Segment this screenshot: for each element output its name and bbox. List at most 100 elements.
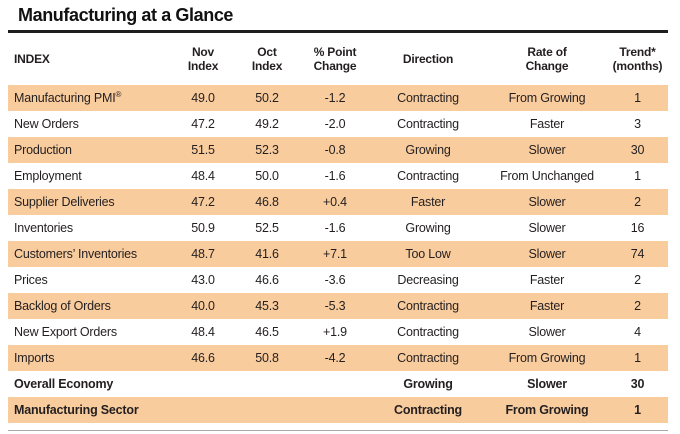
manufacturing-table: INDEX Nov Index Oct Index % Point Change Dir… bbox=[8, 33, 668, 423]
cell-oct: 46.8 bbox=[255, 194, 279, 209]
cell-direction: Contracting bbox=[397, 116, 459, 131]
cell-trend: 16 bbox=[630, 220, 645, 235]
cell-nov: 46.6 bbox=[191, 350, 215, 365]
cell-index: Inventories bbox=[14, 220, 73, 235]
column-header-oct: Oct Index bbox=[251, 44, 283, 73]
cell-nov: 47.2 bbox=[191, 194, 215, 209]
cell-oct: 46.5 bbox=[255, 324, 279, 339]
cell-oct: 45.3 bbox=[255, 298, 279, 313]
column-header-trend: Trend* (months) bbox=[612, 44, 663, 73]
cell-change: -2.0 bbox=[324, 116, 346, 131]
cell-rate: Slower bbox=[528, 194, 566, 209]
cell-index: Employment bbox=[14, 168, 82, 183]
table-row: Manufacturing Sector Contracting From Grow… bbox=[8, 397, 668, 423]
cell-rate: From Unchanged bbox=[500, 168, 594, 183]
column-header-index: INDEX bbox=[14, 51, 50, 66]
cell-nov: 47.2 bbox=[191, 116, 215, 131]
cell-rate: Slower bbox=[528, 142, 566, 157]
cell-nov: 50.9 bbox=[191, 220, 215, 235]
cell-trend: 74 bbox=[630, 246, 645, 261]
cell-index: New Orders bbox=[14, 116, 79, 131]
table-row: Employment 48.4 50.0 -1.6 Contracting From Un… bbox=[8, 163, 668, 189]
cell-rate: Faster bbox=[529, 116, 565, 131]
cell-trend: 1 bbox=[634, 90, 641, 105]
registered-trademark-symbol: ® bbox=[115, 89, 122, 99]
table-row: Backlog of Orders 40.0 45.3 -5.3 Contracting… bbox=[8, 293, 668, 319]
cell-direction: Decreasing bbox=[397, 272, 459, 287]
cell-index: New Export Orders bbox=[14, 324, 117, 339]
cell-direction: Too Low bbox=[405, 246, 451, 261]
cell-rate: Slower bbox=[528, 246, 566, 261]
cell-nov: 48.4 bbox=[191, 324, 215, 339]
cell-oct: 52.3 bbox=[255, 142, 279, 157]
cell-direction: Contracting bbox=[397, 90, 459, 105]
cell-oct: 52.5 bbox=[255, 220, 279, 235]
table-row: Supplier Deliveries 47.2 46.8 +0.4 Faster Slo… bbox=[8, 189, 668, 215]
cell-nov: 48.7 bbox=[191, 246, 215, 261]
title-rule bbox=[8, 30, 668, 33]
cell-nov: 48.4 bbox=[191, 168, 215, 183]
table-body: Manufacturing PMI® 49.0 50.2 -1.2 Contractin… bbox=[8, 85, 668, 423]
cell-nov: 49.0 bbox=[191, 90, 215, 105]
cell-rate: From Growing bbox=[505, 402, 589, 417]
table-row: Imports 46.6 50.8 -4.2 Contracting From Growi… bbox=[8, 345, 668, 371]
cell-change: +0.4 bbox=[323, 194, 347, 209]
cell-change: +1.9 bbox=[323, 324, 347, 339]
table-bottom-rule bbox=[8, 430, 668, 431]
cell-rate: Slower bbox=[528, 324, 566, 339]
table-row: New Export Orders 48.4 46.5 +1.9 Contracting… bbox=[8, 319, 668, 345]
cell-index: Supplier Deliveries bbox=[14, 194, 115, 209]
table-row: Inventories 50.9 52.5 -1.6 Growing Slower 16 bbox=[8, 215, 668, 241]
cell-index: Prices bbox=[14, 272, 48, 287]
cell-direction: Growing bbox=[403, 376, 453, 391]
table-header-row: INDEX Nov Index Oct Index % Point Change Dir… bbox=[8, 33, 668, 85]
cell-change: -1.2 bbox=[324, 90, 346, 105]
table-row: Production 51.5 52.3 -0.8 Growing Slower 30 bbox=[8, 137, 668, 163]
cell-rate: Faster bbox=[529, 272, 565, 287]
cell-index: Production bbox=[14, 142, 72, 157]
column-header-nov: Nov Index bbox=[187, 44, 219, 73]
cell-trend: 2 bbox=[634, 272, 641, 287]
cell-nov: 43.0 bbox=[191, 272, 215, 287]
cell-direction: Contracting bbox=[394, 402, 462, 417]
cell-change: -0.8 bbox=[324, 142, 346, 157]
cell-change: -1.6 bbox=[324, 220, 346, 235]
cell-trend: 2 bbox=[634, 194, 641, 209]
cell-rate: Faster bbox=[529, 298, 565, 313]
cell-index: Manufacturing PMI® bbox=[14, 89, 122, 105]
cell-change: -3.6 bbox=[324, 272, 346, 287]
cell-rate: Slower bbox=[528, 220, 566, 235]
cell-trend: 30 bbox=[630, 376, 645, 391]
column-header-rate: Rate of Change bbox=[525, 44, 569, 73]
cell-nov: 51.5 bbox=[191, 142, 215, 157]
cell-change: -1.6 bbox=[324, 168, 346, 183]
cell-rate: Slower bbox=[527, 376, 567, 391]
cell-rate: From Growing bbox=[508, 90, 586, 105]
cell-change: -4.2 bbox=[324, 350, 346, 365]
cell-index: Customers’ Inventories bbox=[14, 246, 137, 261]
cell-direction: Contracting bbox=[397, 350, 459, 365]
cell-direction: Contracting bbox=[397, 298, 459, 313]
cell-trend: 2 bbox=[634, 298, 641, 313]
cell-oct: 50.8 bbox=[255, 350, 279, 365]
cell-direction: Contracting bbox=[397, 324, 459, 339]
cell-trend: 1 bbox=[634, 168, 641, 183]
cell-oct: 50.2 bbox=[255, 90, 279, 105]
cell-nov: 40.0 bbox=[191, 298, 215, 313]
cell-change: -5.3 bbox=[324, 298, 346, 313]
column-header-change: % Point Change bbox=[313, 44, 357, 73]
cell-oct: 49.2 bbox=[255, 116, 279, 131]
cell-index: Overall Economy bbox=[14, 376, 114, 391]
cell-index: Imports bbox=[14, 350, 55, 365]
cell-rate: From Growing bbox=[508, 350, 586, 365]
table-row: Manufacturing PMI® 49.0 50.2 -1.2 Contractin… bbox=[8, 85, 668, 111]
page-title: Manufacturing at a Glance bbox=[18, 5, 234, 25]
cell-trend: 3 bbox=[634, 116, 641, 131]
cell-direction: Contracting bbox=[397, 168, 459, 183]
table-row: Prices 43.0 46.6 -3.6 Decreasing Faster 2 bbox=[8, 267, 668, 293]
cell-trend: 4 bbox=[634, 324, 641, 339]
cell-direction: Growing bbox=[405, 142, 451, 157]
table-row: Customers’ Inventories 48.7 41.6 +7.1 Too Lo… bbox=[8, 241, 668, 267]
table-row: Overall Economy Growing Slower 30 bbox=[8, 371, 668, 397]
